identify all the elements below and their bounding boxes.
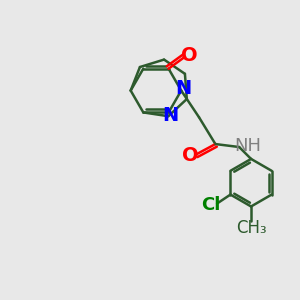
Text: NH: NH bbox=[235, 136, 262, 154]
Text: O: O bbox=[181, 46, 198, 65]
Text: O: O bbox=[182, 146, 199, 165]
Text: N: N bbox=[176, 79, 192, 98]
Text: CH₃: CH₃ bbox=[236, 219, 266, 237]
Text: N: N bbox=[162, 106, 178, 125]
Text: Cl: Cl bbox=[201, 196, 220, 214]
